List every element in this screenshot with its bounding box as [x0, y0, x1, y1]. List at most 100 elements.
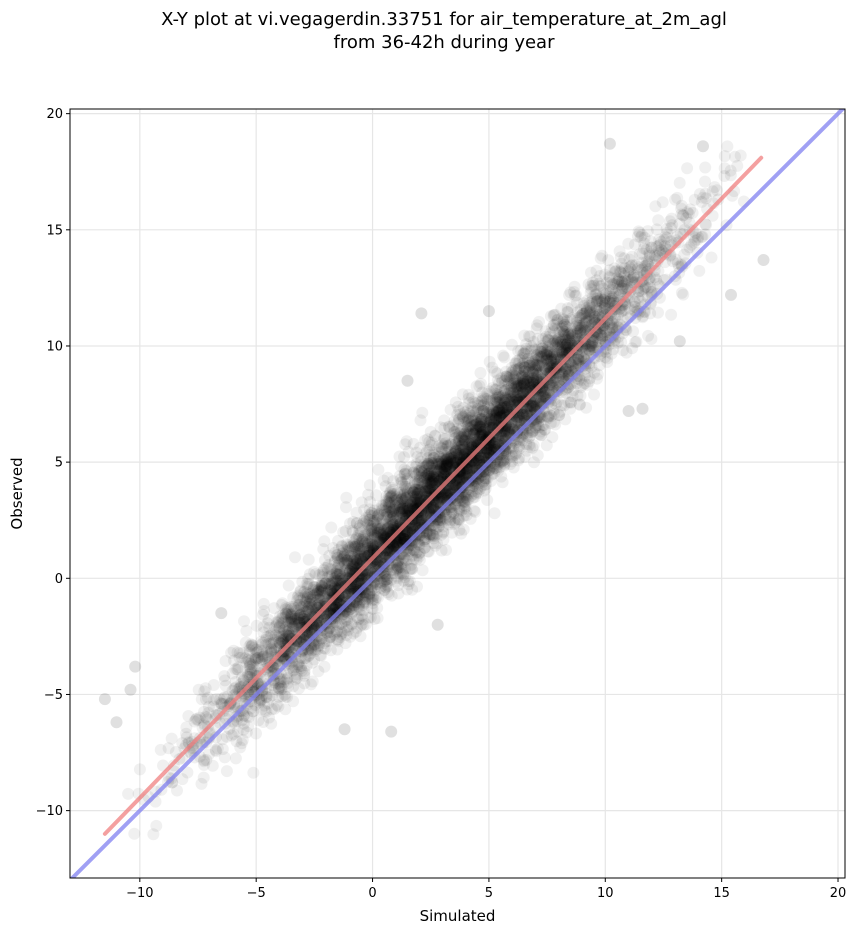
data-point	[459, 500, 472, 513]
data-point	[481, 472, 494, 484]
data-point	[437, 457, 450, 470]
data-point	[450, 449, 463, 461]
data-point	[413, 514, 426, 527]
data-point	[711, 184, 723, 197]
data-point	[404, 498, 417, 511]
data-point	[430, 458, 443, 471]
data-point	[718, 170, 731, 182]
data-point	[495, 401, 508, 414]
data-point	[529, 421, 542, 434]
data-point	[379, 480, 392, 493]
data-point	[519, 374, 532, 387]
data-point	[229, 675, 242, 688]
data-point	[413, 464, 426, 477]
data-point	[612, 278, 624, 291]
data-point	[592, 336, 605, 349]
data-point	[555, 399, 568, 412]
data-point	[396, 506, 408, 519]
data-point	[468, 418, 481, 431]
data-point	[490, 463, 503, 476]
data-point	[404, 522, 417, 535]
data-point	[435, 456, 448, 468]
data-point	[602, 254, 615, 267]
data-point	[544, 352, 557, 365]
data-point	[394, 487, 407, 500]
data-point	[414, 414, 427, 427]
data-point	[406, 496, 419, 509]
data-point	[583, 345, 596, 358]
data-point	[441, 486, 454, 499]
data-point	[285, 610, 298, 623]
data-point	[394, 496, 407, 509]
data-point	[423, 482, 436, 495]
data-point	[416, 564, 429, 577]
chart-title: X-Y plot at vi.vegagerdin.33751 for air_…	[161, 9, 727, 30]
data-point	[411, 580, 423, 593]
data-point	[365, 506, 378, 519]
data-point	[379, 570, 392, 582]
data-point	[566, 300, 579, 313]
data-point	[241, 670, 254, 683]
data-point	[570, 314, 583, 327]
data-point	[456, 438, 469, 451]
data-point	[385, 491, 398, 504]
data-point	[705, 251, 718, 264]
data-point	[389, 514, 402, 527]
data-point	[568, 280, 581, 293]
data-point	[290, 604, 303, 617]
data-point	[279, 611, 292, 624]
data-point	[399, 562, 412, 575]
data-point	[595, 329, 607, 342]
data-point	[331, 625, 344, 638]
data-point	[595, 304, 608, 317]
data-point	[466, 462, 478, 475]
data-point	[305, 642, 318, 655]
data-point	[724, 169, 737, 182]
data-point	[416, 406, 429, 419]
data-point	[521, 375, 534, 388]
data-point	[390, 563, 403, 576]
data-point	[352, 529, 365, 541]
data-point	[403, 575, 416, 588]
data-point	[673, 176, 686, 189]
data-point	[332, 618, 345, 631]
data-point	[634, 231, 647, 244]
data-point	[339, 558, 352, 571]
data-point	[322, 558, 335, 571]
data-point	[561, 365, 574, 378]
data-point	[494, 411, 507, 423]
data-point	[424, 501, 437, 514]
data-point	[358, 548, 371, 561]
data-point	[462, 422, 475, 434]
data-point	[542, 334, 555, 347]
data-point	[505, 381, 518, 394]
data-point	[500, 370, 512, 383]
data-point	[306, 675, 319, 688]
data-point	[372, 526, 385, 539]
data-point	[420, 459, 433, 472]
data-point	[128, 827, 141, 840]
data-point	[351, 539, 364, 552]
data-point	[422, 457, 435, 470]
data-point	[551, 322, 564, 335]
data-point	[622, 273, 634, 286]
data-point	[536, 391, 548, 404]
data-point	[580, 311, 593, 324]
data-point	[480, 415, 493, 428]
data-point	[418, 485, 431, 498]
data-point	[425, 476, 438, 489]
data-point	[416, 462, 428, 475]
data-point	[410, 496, 423, 509]
data-point	[293, 598, 306, 611]
data-point	[444, 482, 456, 495]
data-point	[700, 192, 713, 205]
data-point	[529, 363, 542, 375]
data-point	[334, 568, 347, 581]
data-point	[460, 425, 473, 437]
data-point	[383, 497, 395, 510]
data-point	[546, 378, 559, 391]
data-point	[363, 513, 376, 526]
data-point	[218, 751, 231, 764]
data-point	[380, 495, 393, 508]
data-point	[493, 412, 506, 425]
